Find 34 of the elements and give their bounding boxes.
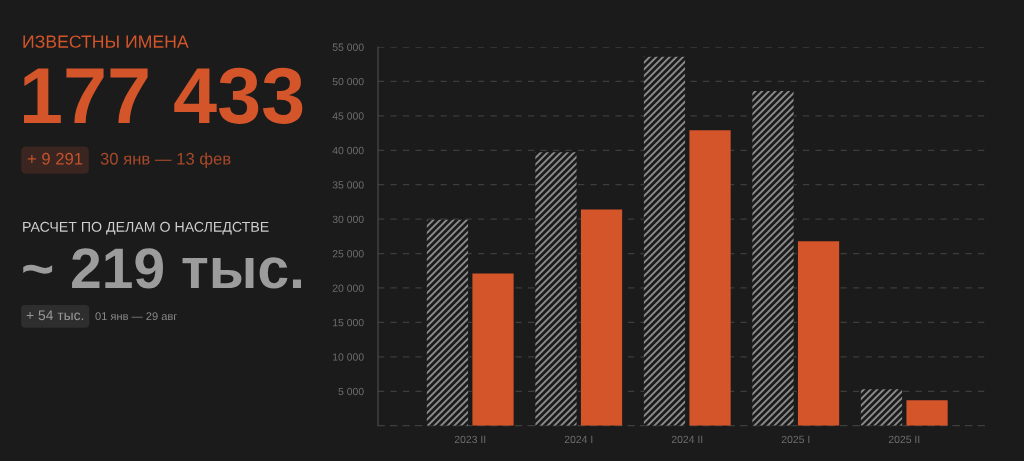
text: РАСЧЕТ ПО ДЕЛАМ О НАСЛЕДСТВЕ xyxy=(23,221,269,235)
bar xyxy=(643,56,686,426)
bar xyxy=(752,91,794,426)
text: 30 янв — 13 фев xyxy=(100,152,231,168)
y-tick-label: 35 000 xyxy=(332,181,364,189)
text: 177 433 xyxy=(23,67,303,124)
bar xyxy=(472,273,514,426)
text: + 54 тыс. xyxy=(26,310,84,321)
x-tick-label: 2024 I xyxy=(564,435,593,444)
y-tick-label: 30 000 xyxy=(332,215,364,224)
x-tick-label: 2025 II xyxy=(888,435,920,444)
x-tick-label: 2024 II xyxy=(671,435,703,444)
text: 01 янв — 29 авг xyxy=(95,312,178,321)
bar xyxy=(689,130,731,426)
text: ИЗВЕСТНЫ ИМЕНА xyxy=(23,35,189,48)
bar xyxy=(580,209,623,426)
text: + 9 291 xyxy=(27,152,83,165)
y-tick-label: 15 000 xyxy=(333,318,364,327)
y-tick-label: 5 000 xyxy=(338,387,364,396)
y-tick-label: 55 000 xyxy=(332,43,364,51)
y-tick-label: 20 000 xyxy=(332,284,364,292)
x-tick-label: 2023 II xyxy=(454,435,486,444)
text: ~ 219 тыс. xyxy=(23,248,301,289)
bar xyxy=(797,241,840,426)
x-tick-label: 2025 I xyxy=(781,435,810,444)
y-tick-label: 50 000 xyxy=(332,77,364,86)
y-tick-label: 40 000 xyxy=(332,146,364,155)
bar xyxy=(535,152,577,426)
bar xyxy=(426,219,469,426)
y-tick-label: 45 000 xyxy=(332,112,364,120)
y-tick-label: 25 000 xyxy=(332,250,364,258)
bar xyxy=(906,400,948,426)
bar xyxy=(860,389,903,426)
y-tick-label: 10 000 xyxy=(333,353,364,361)
